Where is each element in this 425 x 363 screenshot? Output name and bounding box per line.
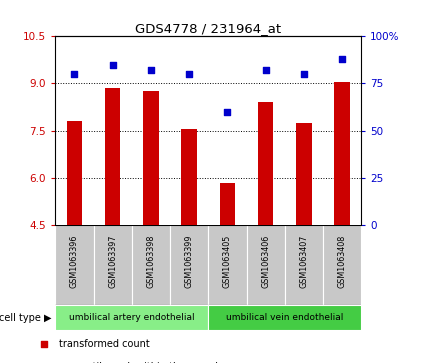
Bar <box>208 225 246 305</box>
Text: transformed count: transformed count <box>59 339 149 348</box>
Text: umbilical artery endothelial: umbilical artery endothelial <box>69 313 195 322</box>
Text: cell type ▶: cell type ▶ <box>0 313 51 323</box>
Bar <box>246 225 285 305</box>
Bar <box>208 305 361 330</box>
Bar <box>296 123 312 225</box>
Point <box>300 71 307 77</box>
Text: GSM1063405: GSM1063405 <box>223 234 232 288</box>
Point <box>147 68 154 73</box>
Bar <box>67 121 82 225</box>
Point <box>224 109 231 115</box>
Bar <box>55 305 208 330</box>
Bar <box>170 225 208 305</box>
Bar <box>220 183 235 225</box>
Bar <box>285 225 323 305</box>
Text: GSM1063406: GSM1063406 <box>261 234 270 287</box>
Bar <box>132 225 170 305</box>
Point <box>109 62 116 68</box>
Bar <box>55 225 94 305</box>
Text: percentile rank within the sample: percentile rank within the sample <box>59 362 224 363</box>
Text: GSM1063398: GSM1063398 <box>146 234 156 288</box>
Bar <box>94 225 132 305</box>
Text: GSM1063397: GSM1063397 <box>108 234 117 288</box>
Text: GSM1063407: GSM1063407 <box>299 234 309 288</box>
Point <box>71 71 78 77</box>
Bar <box>323 225 361 305</box>
Text: GSM1063399: GSM1063399 <box>184 234 194 288</box>
Bar <box>181 129 197 225</box>
Point <box>186 71 193 77</box>
Point <box>262 68 269 73</box>
Point <box>339 56 346 62</box>
Bar <box>258 102 273 225</box>
Text: umbilical vein endothelial: umbilical vein endothelial <box>226 313 343 322</box>
Point <box>40 340 47 346</box>
Text: GSM1063408: GSM1063408 <box>337 234 347 287</box>
Title: GDS4778 / 231964_at: GDS4778 / 231964_at <box>135 22 281 35</box>
Text: GSM1063396: GSM1063396 <box>70 234 79 288</box>
Bar <box>143 91 159 225</box>
Bar <box>334 82 350 225</box>
Bar <box>105 88 120 225</box>
